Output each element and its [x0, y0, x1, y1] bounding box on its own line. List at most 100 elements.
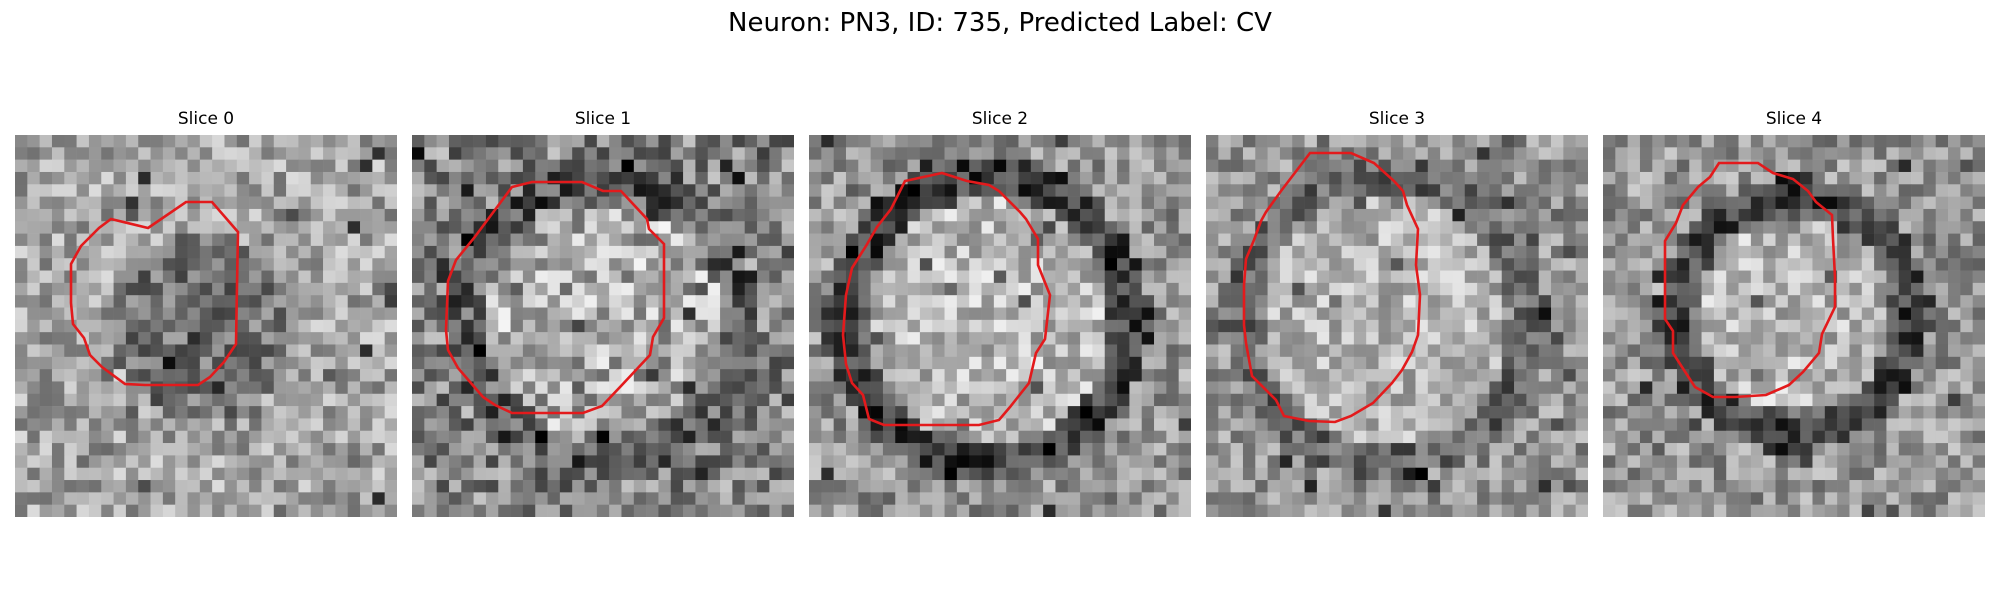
image-pixel	[1104, 356, 1118, 370]
image-pixel	[1030, 443, 1044, 456]
image-pixel	[1230, 369, 1244, 382]
image-pixel	[1018, 492, 1032, 505]
image-pixel	[335, 344, 349, 358]
image-pixel	[1218, 147, 1231, 160]
image-pixel	[932, 147, 945, 160]
image-pixel	[683, 455, 696, 469]
image-pixel	[51, 344, 65, 358]
image-pixel	[199, 258, 213, 271]
image-pixel	[1615, 159, 1628, 173]
image-pixel	[1713, 443, 1727, 456]
image-pixel	[15, 393, 28, 407]
image-pixel	[1652, 344, 1665, 358]
image-pixel	[249, 159, 262, 173]
image-pixel	[384, 319, 397, 333]
image-pixel	[821, 135, 834, 148]
image-pixel	[273, 406, 287, 419]
image-pixel	[212, 147, 225, 160]
image-pixel	[1526, 430, 1540, 444]
image-pixel	[1427, 480, 1441, 493]
image-pixel	[384, 381, 397, 395]
image-pixel	[981, 258, 995, 271]
image-pixel	[498, 504, 511, 517]
image-pixel	[1292, 295, 1305, 308]
image-pixel	[1538, 332, 1552, 345]
image-pixel	[436, 504, 450, 517]
image-pixel	[1603, 171, 1616, 185]
image-pixel	[621, 245, 635, 259]
image-pixel	[633, 356, 647, 370]
image-pixel	[1603, 393, 1616, 407]
image-pixel	[732, 356, 746, 370]
image-pixel	[323, 430, 336, 444]
image-pixel	[27, 196, 40, 210]
image-pixel	[1689, 319, 1702, 333]
image-pixel	[1464, 319, 1478, 333]
image-pixel	[609, 480, 622, 493]
image-pixel	[384, 258, 397, 271]
image-pixel	[919, 245, 933, 259]
image-pixel	[1255, 393, 1268, 407]
image-pixel	[932, 455, 945, 469]
image-pixel	[1750, 369, 1764, 382]
image-pixel	[64, 393, 77, 407]
image-pixel	[1267, 307, 1281, 321]
image-pixel	[919, 393, 933, 407]
image-pixel	[1639, 245, 1653, 259]
image-pixel	[1166, 258, 1179, 271]
image-pixel	[1353, 430, 1367, 444]
image-pixel	[895, 135, 908, 148]
image-pixel	[1898, 430, 1912, 444]
image-pixel	[187, 282, 201, 296]
image-pixel	[1849, 344, 1863, 358]
image-pixel	[1787, 356, 1801, 370]
image-pixel	[1316, 159, 1330, 173]
image-pixel	[993, 159, 1007, 173]
image-pixel	[199, 233, 213, 247]
image-pixel	[1886, 282, 1900, 296]
image-pixel	[1464, 221, 1478, 234]
image-pixel	[448, 418, 462, 432]
image-pixel	[1849, 282, 1863, 296]
image-pixel	[757, 270, 770, 284]
image-pixel	[1055, 196, 1069, 210]
image-pixel	[833, 369, 847, 382]
image-pixel	[944, 332, 958, 345]
image-pixel	[596, 455, 610, 469]
image-pixel	[335, 492, 349, 505]
image-pixel	[461, 455, 474, 469]
image-pixel	[993, 443, 1007, 456]
image-pixel	[1218, 393, 1231, 407]
image-pixel	[473, 295, 487, 308]
image-pixel	[1378, 184, 1392, 197]
image-pixel	[1563, 233, 1576, 247]
image-pixel	[473, 184, 487, 197]
image-pixel	[1726, 406, 1739, 419]
image-pixel	[633, 270, 647, 284]
image-pixel	[498, 147, 511, 160]
image-pixel	[1538, 406, 1552, 419]
image-pixel	[1055, 270, 1069, 284]
image-pixel	[732, 307, 746, 321]
image-pixel	[1018, 159, 1032, 173]
image-pixel	[907, 480, 921, 493]
image-pixel	[39, 344, 53, 358]
image-pixel	[1043, 171, 1056, 185]
image-pixel	[1615, 393, 1628, 407]
image-pixel	[1763, 147, 1776, 160]
image-pixel	[833, 295, 847, 308]
image-pixel	[1898, 147, 1912, 160]
image-pixel	[1689, 147, 1702, 160]
image-pixel	[1837, 443, 1850, 456]
image-pixel	[1824, 184, 1838, 197]
image-pixel	[1117, 221, 1130, 234]
image-pixel	[1861, 369, 1875, 382]
image-pixel	[125, 467, 139, 481]
image-pixel	[646, 443, 659, 456]
image-pixel	[1390, 295, 1404, 308]
image-pixel	[1652, 245, 1665, 259]
image-pixel	[101, 344, 114, 358]
image-pixel	[1104, 245, 1118, 259]
image-pixel	[732, 418, 746, 432]
image-pixel	[212, 282, 225, 296]
